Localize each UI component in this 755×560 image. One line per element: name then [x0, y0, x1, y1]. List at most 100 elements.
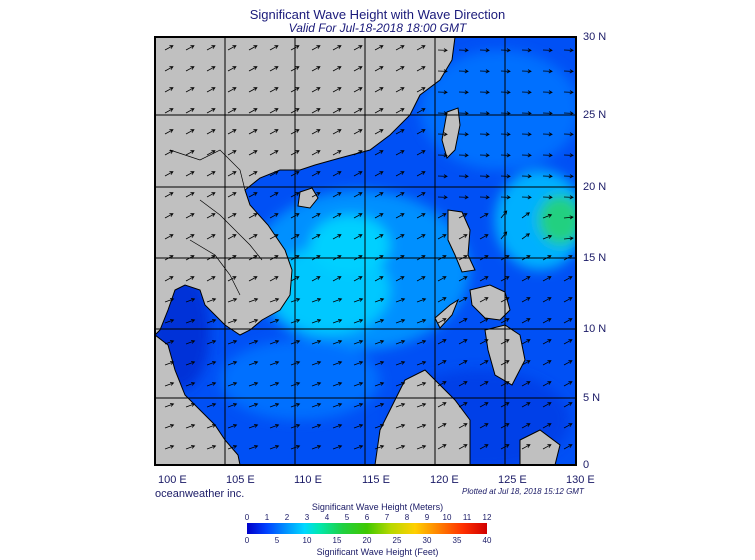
colorbar-meters-tick: 1 — [264, 513, 270, 522]
wave-direction-arrow — [311, 171, 321, 177]
wave-direction-arrow — [479, 444, 489, 450]
wave-direction-arrow — [395, 403, 406, 408]
wave-direction-arrow — [269, 361, 280, 366]
wave-direction-arrow — [374, 87, 384, 93]
wave-direction-arrow — [437, 276, 447, 282]
wave-direction-arrow — [185, 213, 195, 219]
wave-direction-arrow — [542, 339, 552, 345]
lat-label-5n: 5 N — [583, 392, 601, 404]
wave-direction-arrow — [311, 192, 321, 198]
wave-direction-arrow — [311, 234, 321, 240]
wave-direction-arrow — [353, 45, 363, 51]
wave-direction-arrow — [269, 108, 279, 114]
wave-direction-arrow — [206, 361, 217, 366]
wave-direction-arrow — [479, 297, 489, 303]
sulawesi-north — [519, 429, 561, 465]
wave-direction-arrow — [269, 213, 279, 219]
wave-direction-arrow — [185, 171, 195, 177]
wave-direction-arrow — [227, 171, 237, 177]
wave-direction-arrow — [311, 87, 321, 93]
wave-direction-arrow — [248, 340, 259, 345]
wave-direction-arrow — [248, 382, 259, 387]
wave-direction-arrow — [521, 276, 531, 282]
wave-direction-arrow — [185, 382, 196, 387]
wave-direction-arrow — [269, 129, 279, 135]
wave-direction-arrow — [248, 150, 258, 156]
wave-direction-arrow — [248, 108, 258, 114]
wave-direction-arrow — [521, 195, 532, 200]
wave-direction-arrow — [227, 424, 238, 429]
colorbar-feet-tick: 5 — [274, 536, 280, 545]
wave-direction-arrow — [227, 192, 237, 198]
wave-direction-arrow — [311, 276, 321, 282]
wave-direction-arrow — [416, 276, 426, 282]
lat-label-30n: 30 N — [583, 31, 607, 43]
wave-direction-arrow — [458, 111, 469, 116]
wave-direction-arrow — [374, 66, 384, 72]
wave-direction-arrow — [332, 87, 342, 93]
borneo — [374, 369, 471, 465]
wave-direction-arrow — [185, 319, 196, 324]
wave-direction-arrow — [311, 382, 322, 387]
wave-direction-arrow — [437, 297, 447, 303]
wave-direction-arrow — [227, 87, 237, 93]
wave-direction-arrow — [563, 423, 573, 429]
wave-direction-arrow — [374, 382, 385, 387]
wave-direction-arrow — [311, 424, 322, 429]
wave-direction-arrow — [437, 69, 448, 74]
wave-direction-arrow — [521, 423, 531, 429]
wave-direction-arrow — [332, 361, 343, 366]
wave-direction-arrows — [164, 45, 574, 450]
wave-direction-arrow — [458, 69, 469, 74]
wave-direction-arrow — [395, 319, 406, 324]
wave-direction-arrow — [332, 213, 342, 219]
wave-direction-arrow — [563, 174, 574, 179]
wave-direction-arrow — [227, 298, 238, 303]
wave-direction-arrow — [416, 361, 427, 366]
wave-direction-arrow — [227, 403, 238, 408]
wave-direction-arrow — [479, 360, 489, 366]
wave-direction-arrow — [458, 174, 469, 179]
wave-direction-arrow — [563, 48, 574, 53]
wave-direction-arrow — [248, 66, 258, 72]
wave-direction-arrow — [185, 66, 195, 72]
wave-direction-arrow — [563, 111, 574, 116]
wave-direction-arrow — [437, 90, 448, 95]
wave-direction-arrow — [374, 129, 384, 135]
wave-direction-arrow — [185, 445, 196, 450]
wave-direction-arrow — [269, 424, 280, 429]
wave-direction-arrow — [437, 381, 447, 387]
wave-direction-arrow — [332, 340, 343, 345]
wave-direction-arrow — [542, 402, 552, 408]
wave-direction-arrow — [395, 108, 405, 114]
wave-direction-arrow — [164, 361, 175, 366]
wave-direction-arrow — [542, 213, 553, 219]
colorbar-meters-tick: 3 — [304, 513, 310, 522]
colorbar-feet-tick: 30 — [422, 536, 432, 545]
wave-direction-arrow — [185, 150, 195, 156]
wave-direction-arrow — [206, 319, 217, 324]
wave-direction-arrow — [227, 382, 238, 387]
colorbar-meters-tick: 2 — [284, 513, 290, 522]
wave-direction-arrow — [458, 360, 468, 366]
wave-direction-arrow — [563, 318, 573, 324]
wave-direction-arrow — [185, 298, 196, 303]
wave-direction-arrow — [395, 445, 406, 450]
wave-direction-arrow — [164, 150, 174, 156]
wave-direction-arrow — [311, 340, 322, 345]
wave-direction-arrow — [437, 48, 448, 53]
wave-direction-arrow — [353, 129, 363, 135]
lat-label-0: 0 — [583, 459, 590, 471]
wave-direction-arrow — [521, 318, 531, 324]
wave-direction-arrow — [332, 45, 342, 51]
wave-direction-arrow — [164, 45, 174, 51]
wave-direction-arrow — [395, 171, 405, 177]
graticule — [155, 37, 576, 465]
wave-direction-arrow — [311, 66, 321, 72]
wave-direction-arrow — [374, 150, 384, 156]
wave-direction-arrow — [227, 445, 238, 450]
colorbar-meters-tick: 10 — [442, 513, 452, 522]
wave-direction-arrow — [185, 108, 195, 114]
wave-direction-arrow — [332, 192, 342, 198]
wave-direction-arrow — [479, 276, 489, 282]
